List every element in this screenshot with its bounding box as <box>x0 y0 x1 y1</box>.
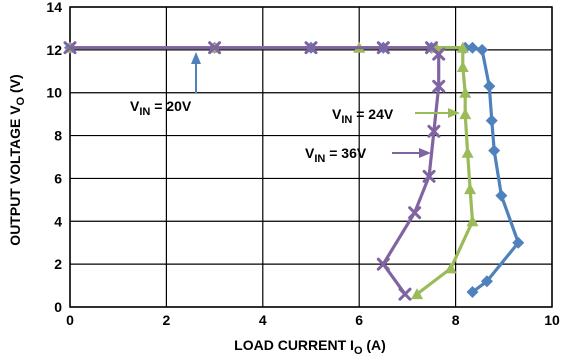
data-point <box>466 215 479 227</box>
x-tick-label: 4 <box>259 312 267 328</box>
series-2-callout: VIN = 24V <box>332 106 460 126</box>
data-point <box>480 275 493 288</box>
callout-label-sub: IN <box>314 153 325 165</box>
callout-arrowhead <box>448 108 460 118</box>
x-axis-title-tail: (A) <box>363 337 386 353</box>
y-axis-title-sub: O <box>15 96 27 105</box>
data-point <box>398 287 412 301</box>
callout-label-main: V <box>332 106 342 122</box>
callout-label: VIN = 20V <box>130 98 192 118</box>
data-point <box>461 146 474 158</box>
data-point <box>376 41 390 55</box>
data-point <box>512 236 525 249</box>
y-tick-label: 12 <box>46 42 62 58</box>
data-point <box>208 41 222 55</box>
callout-arrowhead <box>191 52 201 64</box>
callout-label-main: V <box>305 145 315 161</box>
x-tick-label: 10 <box>544 312 560 328</box>
series-1-callout: VIN = 20V <box>130 52 201 118</box>
series-2 <box>64 41 479 300</box>
callout-label-sub: IN <box>139 106 150 118</box>
y-tick-label: 10 <box>46 85 62 101</box>
y-tick-label: 0 <box>54 299 62 315</box>
y-tick-label: 6 <box>54 170 62 186</box>
x-axis-title-sub: O <box>354 345 363 357</box>
data-point <box>432 79 446 93</box>
y-axis-title-tail: (V) <box>7 74 23 97</box>
data-point <box>304 41 318 55</box>
series-layer <box>63 41 525 301</box>
data-point <box>485 114 498 127</box>
series-line <box>70 46 520 294</box>
x-tick-label: 0 <box>66 312 74 328</box>
y-axis-title-main: OUTPUT VOLTAGE V <box>7 105 23 246</box>
data-point <box>495 189 508 202</box>
data-point <box>444 262 457 274</box>
data-point <box>466 41 479 54</box>
data-point <box>483 80 496 93</box>
y-tick-label: 8 <box>54 128 62 144</box>
callout-label-main: V <box>130 98 140 114</box>
x-axis-title-main: LOAD CURRENT I <box>234 337 354 353</box>
series-line <box>70 46 475 296</box>
callout-label: VIN = 36V <box>305 145 367 165</box>
data-point <box>459 108 472 120</box>
data-point <box>376 257 390 271</box>
data-point <box>459 86 472 98</box>
callout-label-sub: IN <box>341 114 352 126</box>
tick-labels: 0 2 4 6 8 10 0 2 4 6 8 10 12 14 <box>46 0 560 328</box>
data-point <box>408 206 422 220</box>
data-point <box>466 286 479 298</box>
data-point <box>456 41 469 53</box>
callout-label: VIN = 24V <box>332 106 394 126</box>
y-axis-title: OUTPUT VOLTAGE VO (V) <box>7 74 27 245</box>
callout-label-tail: = 24V <box>352 106 394 122</box>
callout-label-tail: = 20V <box>150 98 192 114</box>
data-point <box>427 124 441 138</box>
data-point <box>476 43 489 56</box>
series-line <box>70 46 441 296</box>
y-tick-label: 4 <box>54 213 62 229</box>
callout-arrowhead <box>419 148 431 158</box>
data-point <box>63 41 77 55</box>
data-point <box>456 61 469 72</box>
x-tick-label: 2 <box>163 312 171 328</box>
x-tick-label: 8 <box>452 312 460 328</box>
data-point <box>488 144 501 157</box>
series-3 <box>63 41 446 301</box>
data-point <box>432 47 446 61</box>
data-point <box>411 288 424 300</box>
data-point <box>422 169 436 183</box>
data-point <box>464 183 477 195</box>
series-3-callout: VIN = 36V <box>305 145 431 165</box>
x-axis-title: LOAD CURRENT IO (A) <box>234 337 386 357</box>
x-tick-label: 6 <box>355 312 363 328</box>
y-tick-label: 14 <box>46 0 62 15</box>
callout-label-tail: = 36V <box>325 145 367 161</box>
y-tick-label: 2 <box>54 256 62 272</box>
